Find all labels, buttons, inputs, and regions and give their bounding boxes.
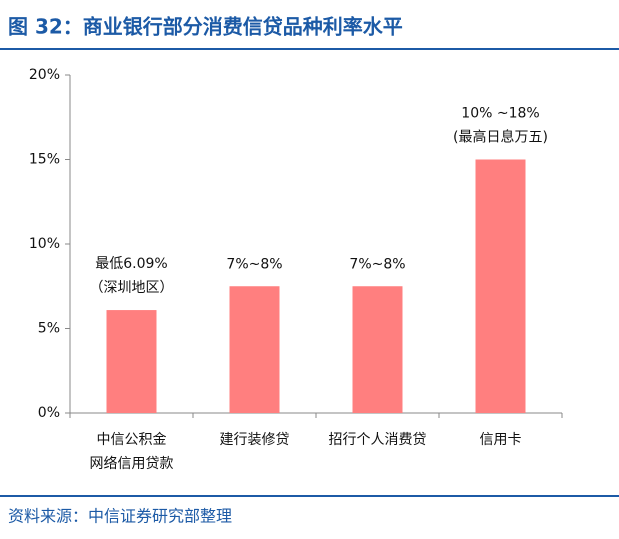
bar-annotation: 7%~8%	[349, 256, 405, 272]
bar-annotation: 10% ~18% (最高日息万五)	[453, 106, 548, 146]
bar	[352, 286, 403, 413]
y-tick-label: 20%	[29, 67, 60, 83]
bar-annotation: 最低6.09%（深圳地区）	[90, 256, 174, 296]
bar	[229, 286, 280, 413]
bar	[475, 159, 526, 413]
y-tick-label: 10%	[29, 236, 60, 252]
y-tick-label: 15%	[29, 152, 60, 168]
x-tick-label: 招行个人消费贷	[329, 432, 427, 448]
x-tick-label: 中信公积金网络信用贷款	[90, 432, 174, 472]
bar-annotation: 7%~8%	[226, 256, 282, 272]
x-tick-label: 信用卡	[480, 432, 522, 448]
y-tick-label: 5%	[38, 321, 60, 337]
page-title: 图 32：商业银行部分消费信贷品种利率水平	[8, 15, 403, 39]
bar	[106, 310, 157, 413]
source: 资料来源：中信证券研究部整理	[8, 507, 232, 526]
x-tick-label: 建行装修贷	[220, 432, 290, 448]
y-tick-label: 0%	[38, 405, 60, 421]
